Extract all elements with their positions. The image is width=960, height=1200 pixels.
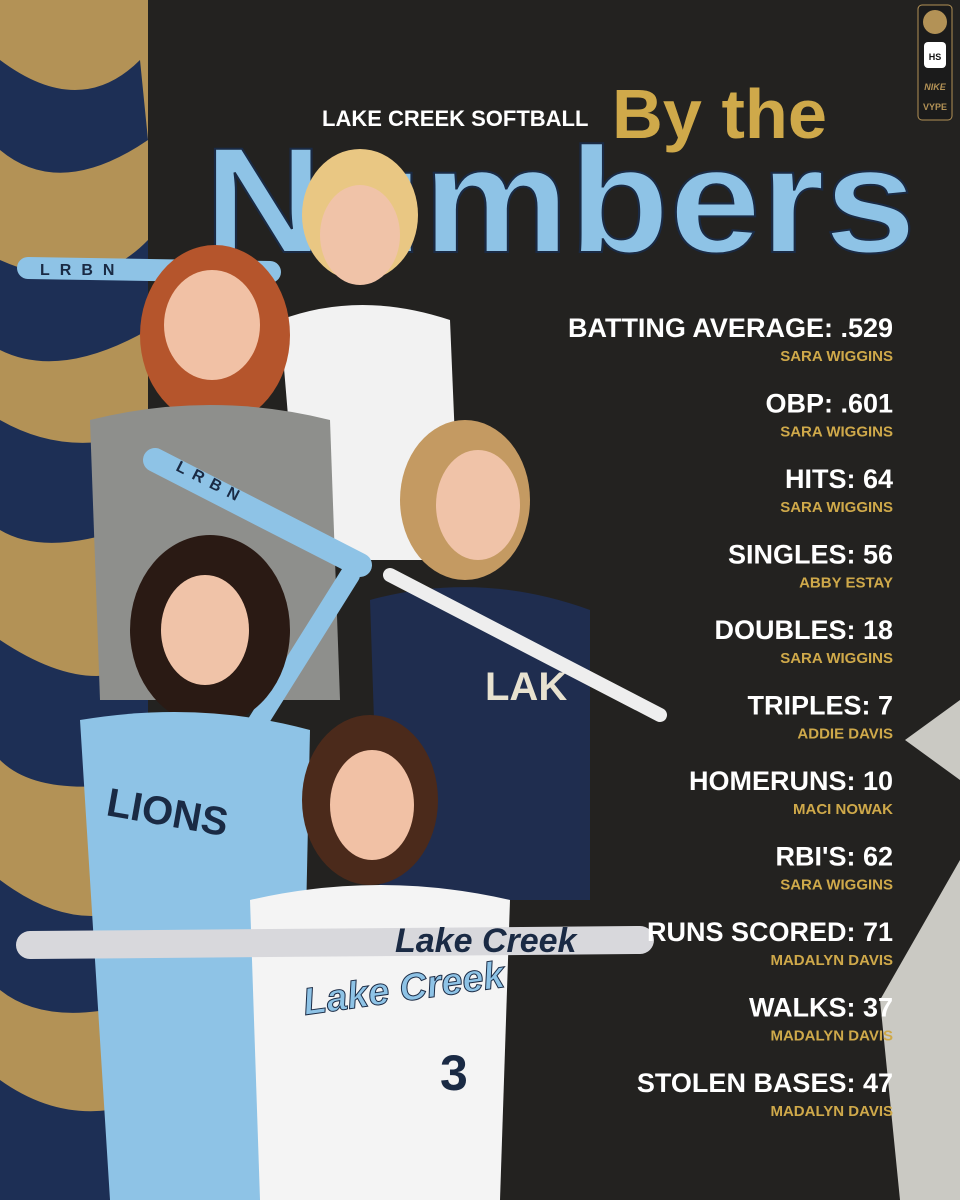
- stat-player: MADALYN DAVIS: [770, 952, 893, 969]
- stat-player: MACI NOWAK: [793, 801, 893, 818]
- jersey-text: LAK: [485, 665, 567, 709]
- kicker: LAKE CREEK SOFTBALL: [322, 106, 588, 131]
- stat-player: SARA WIGGINS: [780, 424, 893, 441]
- stat-line: HITS: 64: [785, 464, 893, 494]
- stat-player: MADALYN DAVIS: [770, 1103, 893, 1120]
- brand-text: NIKE: [924, 82, 946, 92]
- stat-line: OBP: .601: [765, 389, 893, 419]
- stat-player: ADDIE DAVIS: [797, 726, 893, 743]
- lion-logo: [923, 10, 947, 34]
- stat-line: HOMERUNS: 10: [689, 766, 893, 796]
- jersey-number: 3: [440, 1045, 468, 1101]
- stat-player: SARA WIGGINS: [780, 877, 893, 894]
- stat-line: TRIPLES: 7: [747, 691, 893, 721]
- bat-text: Lake Creek: [395, 922, 579, 960]
- stat-player: SARA WIGGINS: [780, 348, 893, 365]
- bat: [143, 448, 372, 577]
- stat-player: SARA WIGGINS: [780, 650, 893, 667]
- bat: [383, 568, 667, 722]
- stat-player: MADALYN DAVIS: [770, 1028, 893, 1045]
- player-face: [436, 450, 520, 560]
- school-badge-text: HS: [929, 52, 942, 62]
- player-face: [164, 270, 260, 380]
- bat: [16, 926, 654, 959]
- stat-line: DOUBLES: 18: [714, 615, 893, 645]
- players: LRBN LAK LRBN LIONS Lake Creek 3 Lake Cr…: [16, 149, 667, 1200]
- title-top: By the: [612, 75, 827, 153]
- player-face: [161, 575, 249, 685]
- player-face: [330, 750, 414, 860]
- school-badge: [924, 42, 946, 68]
- stat-line: RUNS SCORED: 71: [647, 917, 893, 947]
- stat-line: STOLEN BASES: 47: [637, 1068, 893, 1098]
- stat-player: ABBY ESTAY: [799, 575, 893, 592]
- stat-line: SINGLES: 56: [728, 540, 893, 570]
- chalk-shape: [880, 700, 960, 1200]
- stat-line: RBI'S: 62: [776, 842, 893, 872]
- bat-text: LRBN: [40, 262, 124, 279]
- stats-list: BATTING AVERAGE: .529 SARA WIGGINS OBP: .6…: [568, 313, 893, 1120]
- stat-line: WALKS: 37: [749, 993, 893, 1023]
- jersey: [250, 885, 510, 1200]
- stat-player: SARA WIGGINS: [780, 499, 893, 516]
- publisher-text: VYPE: [923, 102, 947, 112]
- stat-line: BATTING AVERAGE: .529: [568, 313, 893, 343]
- player-face: [320, 185, 400, 285]
